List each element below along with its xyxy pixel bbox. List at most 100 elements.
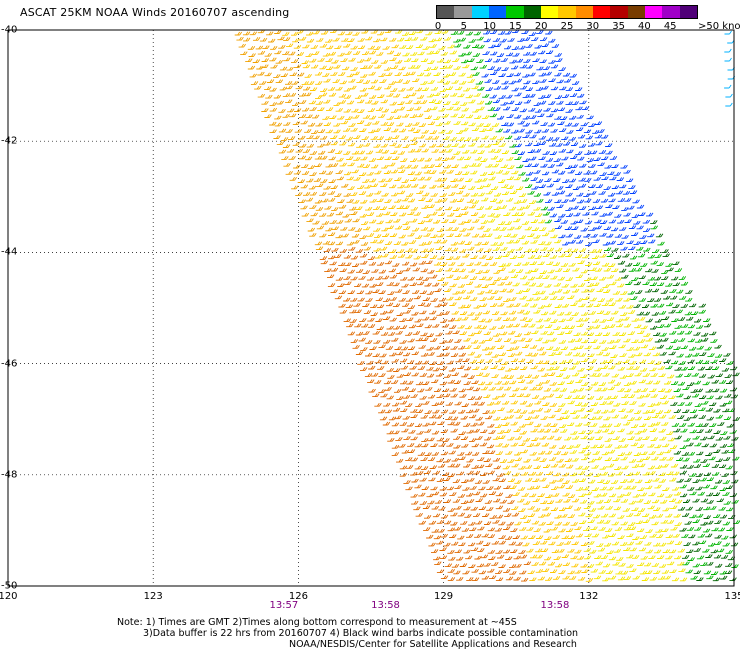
- wind-barb: [504, 221, 513, 225]
- wind-barb: [570, 410, 578, 414]
- wind-barb: [661, 528, 669, 533]
- wind-barb: [696, 513, 704, 518]
- wind-barb: [667, 374, 675, 379]
- wind-barb: [477, 526, 485, 531]
- wind-barb: [548, 78, 556, 82]
- wind-barb: [419, 501, 428, 505]
- wind-barb: [410, 394, 418, 398]
- wind-barb: [489, 515, 497, 519]
- wind-barb: [445, 130, 453, 134]
- wind-barb: [503, 470, 512, 475]
- wind-barb: [400, 158, 408, 162]
- wind-barb: [553, 451, 562, 455]
- wind-barb: [476, 372, 484, 377]
- wind-barb: [466, 386, 474, 391]
- wind-barb: [450, 247, 459, 252]
- wind-barb: [590, 276, 598, 281]
- wind-barb: [511, 107, 520, 111]
- wind-barb: [456, 556, 464, 561]
- wind-barb: [427, 121, 436, 126]
- wind-barb: [353, 51, 361, 55]
- wind-barb: [697, 491, 705, 496]
- wind-barb: [615, 318, 623, 323]
- wind-barb: [357, 109, 365, 113]
- wind-barb: [394, 389, 402, 393]
- wind-barb: [532, 80, 540, 85]
- wind-barb: [557, 381, 565, 385]
- wind-barb: [460, 436, 469, 440]
- wind-barb: [320, 92, 328, 97]
- wind-barb: [439, 88, 448, 92]
- wind-barb: [358, 275, 366, 280]
- wind-barb: [595, 184, 604, 188]
- wind-barb: [398, 87, 406, 92]
- wind-barb: [564, 458, 573, 462]
- wind-barb: [664, 388, 673, 393]
- wind-barb: [498, 73, 506, 77]
- wind-barb: [457, 156, 465, 161]
- wind-barb: [429, 170, 437, 174]
- wind-barb: [673, 513, 681, 518]
- wind-barb: [517, 128, 525, 133]
- wind-barb: [314, 71, 323, 76]
- wind-barb: [644, 479, 653, 483]
- wind-barb: [624, 492, 632, 496]
- wind-barb: [640, 240, 648, 244]
- wind-barb: [348, 123, 356, 127]
- wind-barb: [521, 221, 530, 225]
- wind-barb: [365, 99, 373, 104]
- wind-barb: [485, 289, 493, 294]
- wind-barb: [670, 526, 678, 531]
- wind-barb: [421, 129, 429, 134]
- wind-barb: [371, 268, 379, 273]
- wind-barb: [497, 30, 506, 35]
- wind-barb: [610, 395, 619, 400]
- wind-barb: [631, 339, 639, 344]
- wind-barb: [525, 318, 533, 322]
- wind-barb: [514, 457, 523, 462]
- wind-barb: [398, 169, 406, 174]
- wind-barb: [405, 332, 413, 336]
- wind-barb: [636, 458, 644, 463]
- wind-barb: [310, 45, 319, 49]
- wind-barb: [589, 359, 597, 363]
- wind-barb: [645, 485, 653, 490]
- wind-barb: [443, 101, 451, 105]
- wind-barb: [528, 323, 536, 328]
- wind-barb: [671, 276, 679, 281]
- wind-barb: [457, 493, 466, 498]
- wind-barb: [698, 309, 706, 314]
- wind-barb: [512, 472, 520, 477]
- wind-barb: [648, 555, 656, 560]
- wind-barb: [561, 535, 569, 540]
- wind-barb: [261, 64, 269, 69]
- wind-barb: [546, 183, 555, 188]
- wind-barb: [578, 352, 587, 357]
- wind-barb: [636, 225, 644, 230]
- wind-barb: [494, 277, 502, 281]
- wind-barb: [417, 281, 425, 286]
- wind-barb: [457, 137, 465, 141]
- wind-barb: [407, 232, 415, 237]
- wind-barb: [519, 554, 528, 559]
- wind-barb: [531, 330, 539, 335]
- wind-barb: [397, 164, 405, 169]
- wind-barb: [707, 374, 715, 379]
- wind-barb: [703, 515, 711, 519]
- wind-barb: [582, 445, 590, 449]
- wind-barb: [608, 533, 617, 537]
- wind-barb: [593, 261, 601, 266]
- wind-barb: [662, 487, 670, 491]
- wind-barb: [422, 46, 430, 50]
- wind-barb: [631, 317, 639, 322]
- wind-barb: [396, 205, 405, 209]
- wind-barb: [417, 134, 426, 139]
- wind-barb: [462, 171, 470, 176]
- wind-barb: [285, 81, 293, 85]
- wind-barb: [439, 193, 448, 197]
- wind-barb: [676, 478, 684, 483]
- wind-barb: [569, 73, 577, 78]
- wind-barb: [693, 570, 702, 575]
- wind-barb: [494, 192, 502, 197]
- wind-barb: [480, 386, 489, 391]
